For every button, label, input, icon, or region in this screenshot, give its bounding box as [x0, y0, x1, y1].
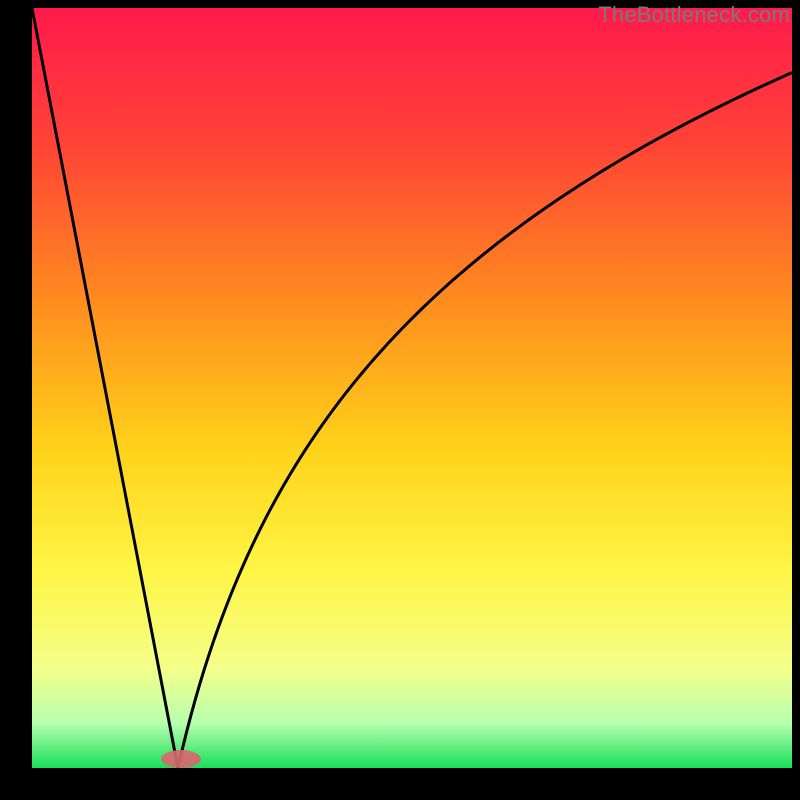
optimal-marker	[161, 750, 201, 768]
chart-frame: TheBottleneck.com	[0, 0, 800, 800]
watermark-text: TheBottleneck.com	[598, 2, 790, 28]
plot-area	[32, 8, 792, 768]
curve-overlay	[32, 8, 792, 768]
bottleneck-curve	[32, 8, 792, 768]
